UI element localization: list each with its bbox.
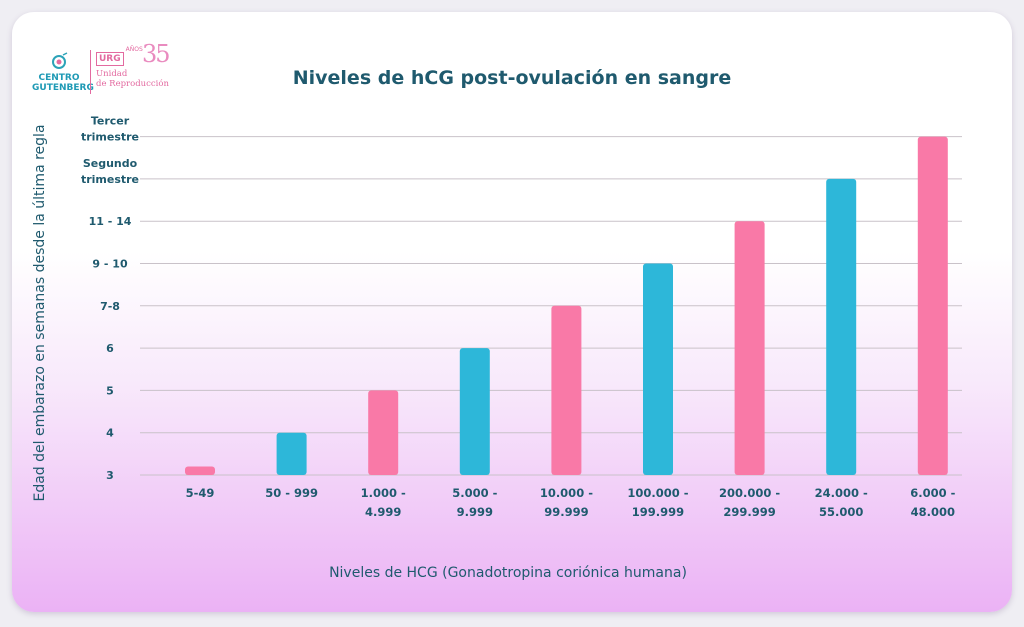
centro-gutenberg-logo: CENTRO GUTENBERG bbox=[32, 52, 94, 93]
y-tick-label-line: 11 - 14 bbox=[89, 215, 132, 228]
y-tick-label-line: 5 bbox=[106, 384, 114, 397]
x-tick-label: 6.000 - 48.000 bbox=[910, 486, 955, 519]
x-tick-label: 5.000 - 9.999 bbox=[452, 486, 497, 519]
bar bbox=[917, 136, 948, 475]
y-tick-label: 7-8 bbox=[100, 300, 120, 313]
bar bbox=[276, 432, 307, 475]
x-tick-label-line: 55.000 bbox=[819, 505, 863, 519]
x-tick-label-line: 5.000 - bbox=[452, 486, 497, 500]
anos-label: AÑOS bbox=[125, 46, 143, 53]
x-tick-label-line: 9.999 bbox=[457, 505, 493, 519]
x-tick-label-line: 24.000 - bbox=[815, 486, 868, 500]
y-tick-label: Segundo trimestre bbox=[81, 157, 139, 186]
x-tick-label-line: 10.000 - bbox=[540, 486, 593, 500]
bar bbox=[734, 221, 765, 475]
y-tick-label-line: 9 - 10 bbox=[92, 258, 128, 271]
y-tick-label: 3 bbox=[106, 469, 114, 482]
x-tick-label: 200.000 - 299.999 bbox=[719, 486, 780, 519]
x-tick-label-line: 99.999 bbox=[544, 505, 588, 519]
bar bbox=[459, 348, 490, 475]
unidad-text: Unidad de Reproducción bbox=[96, 69, 186, 89]
y-tick-label: 5 bbox=[106, 384, 114, 397]
x-tick-label: 5-49 bbox=[186, 486, 215, 500]
logo-line-1: CENTRO bbox=[38, 73, 80, 83]
x-tick-label-line: 6.000 - bbox=[910, 486, 955, 500]
logo-divider bbox=[90, 50, 91, 94]
x-tick-label-line: 1.000 - bbox=[361, 486, 406, 500]
bar bbox=[551, 305, 582, 475]
x-tick-label-line: 199.999 bbox=[632, 505, 684, 519]
x-tick-label: 1.000 - 4.999 bbox=[361, 486, 406, 519]
unidad-line-2: de Reproducción bbox=[96, 79, 169, 89]
logo-line-2: GUTENBERG bbox=[32, 83, 94, 93]
x-tick-label-line: 200.000 - bbox=[719, 486, 780, 500]
y-tick-label: Tercer trimestre bbox=[81, 115, 139, 144]
x-tick-label-line: 48.000 bbox=[911, 505, 955, 519]
bar bbox=[368, 390, 399, 475]
bar bbox=[185, 466, 215, 475]
y-tick-label: 4 bbox=[106, 427, 114, 440]
y-tick-label-line: trimestre bbox=[81, 131, 139, 144]
unidad-line-1: Unidad bbox=[96, 69, 128, 79]
y-tick-label-line: Tercer bbox=[91, 115, 130, 128]
bar bbox=[643, 263, 673, 475]
urg-badge: URG bbox=[96, 52, 124, 66]
logo-mark-icon bbox=[52, 52, 68, 69]
y-tick-label-line: trimestre bbox=[81, 173, 139, 186]
y-tick-label: 11 - 14 bbox=[89, 215, 132, 228]
x-tick-label: 100.000 - 199.999 bbox=[627, 486, 688, 519]
anniversary-number: 35 bbox=[142, 40, 171, 68]
y-tick-label-line: 4 bbox=[106, 427, 114, 440]
y-tick-label-line: Segundo bbox=[83, 157, 138, 170]
y-tick-label-line: 3 bbox=[106, 469, 114, 482]
y-tick-label-line: 7-8 bbox=[100, 300, 120, 313]
x-tick-label-line: 299.999 bbox=[723, 505, 775, 519]
x-tick-label-line: 5-49 bbox=[186, 486, 215, 500]
x-tick-label: 50 - 999 bbox=[265, 486, 318, 500]
x-tick-label-line: 100.000 - bbox=[627, 486, 688, 500]
x-tick-label-line: 50 - 999 bbox=[265, 486, 318, 500]
x-tick-label: 10.000 - 99.999 bbox=[540, 486, 593, 519]
logo: CENTRO GUTENBERG URGAÑOS 35 Unidad de Re… bbox=[32, 40, 182, 102]
x-axis-label: Niveles de HCG (Gonadotropina coriónica … bbox=[329, 565, 687, 581]
chart-title: Niveles de hCG post-ovulación en sangre bbox=[292, 67, 732, 89]
y-tick-label-line: 6 bbox=[106, 342, 114, 355]
urg-logo: URGAÑOS 35 Unidad de Reproducción bbox=[96, 40, 186, 89]
x-tick-label: 24.000 - 55.000 bbox=[815, 486, 868, 519]
bar bbox=[826, 178, 857, 475]
y-tick-label: 6 bbox=[106, 342, 114, 355]
x-tick-label-line: 4.999 bbox=[365, 505, 401, 519]
y-tick-label: 9 - 10 bbox=[92, 258, 128, 271]
